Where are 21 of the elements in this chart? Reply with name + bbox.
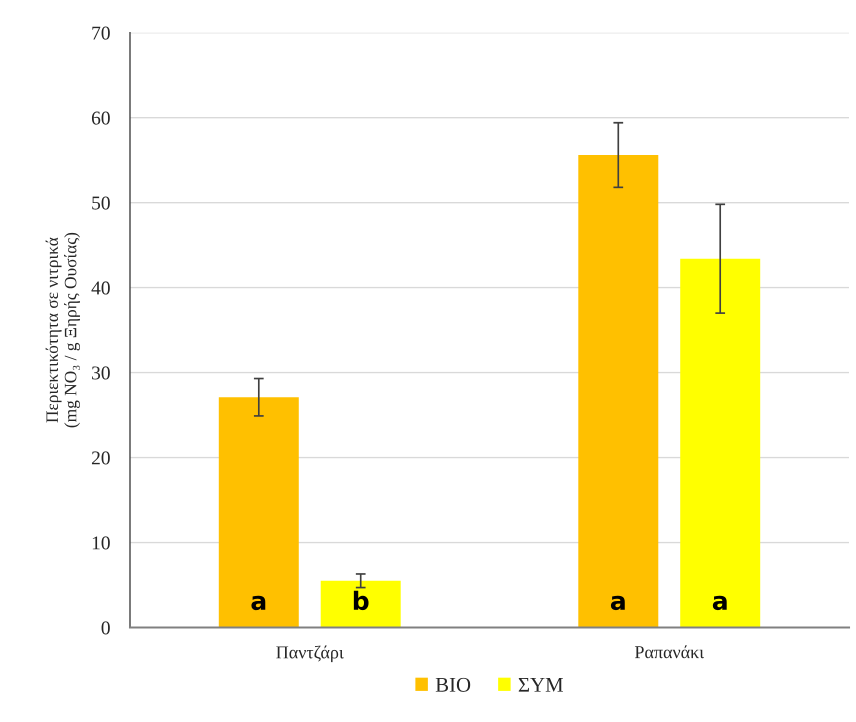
y-tick-label: 60: [92, 111, 110, 125]
y-tick-label: 10: [92, 536, 110, 550]
y-tick-label: 0: [102, 621, 110, 634]
data-label: a: [251, 596, 266, 610]
y-axis-title: Περιεκτικότητα σε νιτρικά (mg NO₃ / g Ξηρής Ουσίας): [46, 232, 80, 428]
y-tick-label: 40: [91, 281, 110, 295]
y-tick-label: 70: [92, 26, 110, 40]
bar: [578, 155, 658, 628]
y-tick-label: 30: [92, 366, 110, 380]
y-tick-label: 20: [92, 451, 110, 464]
data-label: a: [712, 596, 727, 610]
x-tick-label: Παντζάρι: [276, 646, 344, 662]
data-label: a: [610, 596, 625, 610]
bar: [320, 580, 401, 628]
legend-label: ΒΙΟ: [436, 678, 470, 692]
y-tick-label: 50: [92, 196, 110, 210]
bar: [680, 258, 760, 628]
data-label: b: [354, 590, 369, 610]
legend-label: ΣΥΜ: [518, 678, 564, 692]
bar: [218, 397, 299, 628]
x-tick-label: Ραπανάκι: [634, 645, 704, 658]
